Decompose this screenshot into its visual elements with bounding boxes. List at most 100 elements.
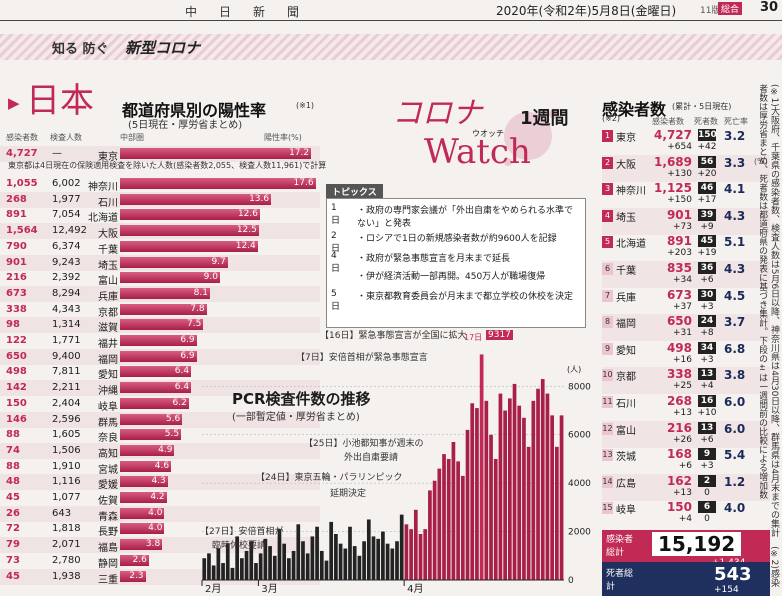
row-cases: 498: [6, 366, 27, 378]
cases-col-deaths: 死者数: [694, 117, 718, 126]
y-tick-label: 8000: [568, 382, 591, 392]
annotation-mar24-b: 延期決定: [330, 489, 367, 499]
pcr-bar: [305, 553, 310, 580]
row-cases-inc: +13: [673, 487, 692, 498]
row-deaths: 34: [698, 341, 716, 354]
row-prefecture: 富山: [98, 276, 118, 288]
total-cases-box: 感染者総計 15,192 +1,434: [602, 530, 770, 568]
row-cases-inc: +25: [673, 381, 692, 392]
positive-rate-row: 26 643 青森 4.0: [0, 505, 320, 523]
row-cases: 338: [6, 303, 27, 315]
pcr-bar: [352, 546, 357, 580]
row-cases: 673: [6, 287, 27, 299]
row-prefecture: 愛知: [616, 345, 636, 357]
row-cases-inc: +4: [678, 514, 692, 525]
pcr-bar: [475, 408, 479, 580]
pcr-bar: [263, 538, 268, 580]
pcr-bar: [522, 417, 526, 580]
rate-bar: [120, 350, 197, 362]
pcr-bar: [489, 434, 493, 580]
pcr-bar: [296, 524, 301, 580]
row-tests: 7,054: [52, 209, 81, 221]
row-cases: 891: [6, 209, 27, 221]
row-death-rate: 4.3: [724, 262, 746, 276]
rate-bar: [120, 523, 165, 535]
pcr-bar: [418, 534, 423, 580]
pcr-bar: [282, 543, 287, 580]
pcr-bar: [362, 541, 366, 580]
row-cases: 338: [666, 367, 692, 382]
rate-value: 4.0: [148, 523, 163, 534]
row-prefecture: 福岡: [98, 354, 118, 366]
rate-bar: [120, 366, 192, 378]
row-tests: 643: [52, 507, 72, 519]
pcr-bar: [465, 429, 470, 580]
pcr-bar: [413, 509, 418, 580]
rate-bar: [120, 507, 165, 519]
page-number: 30: [760, 0, 779, 15]
positive-rate-row: 146 2,596 群馬 5.6: [0, 411, 320, 429]
rate-bar: [120, 272, 220, 284]
rate-value: 6.9: [180, 350, 195, 361]
pcr-bar: [211, 565, 216, 580]
positive-rate-row: 72 1,818 長野 4.0: [0, 521, 320, 538]
rate-bar: [120, 335, 197, 346]
rank-badge: 4: [602, 209, 613, 222]
rank-badge: 13: [602, 449, 613, 462]
pcr-bar: [277, 529, 282, 580]
col-rate-header: 陽性率(%): [264, 133, 302, 142]
row-cases: 74: [6, 444, 20, 456]
row-deaths: 150: [698, 129, 717, 141]
row-cases-inc: +34: [673, 275, 692, 285]
row-cases-inc: +13: [673, 408, 692, 418]
row-death-rate: 5.4: [724, 448, 746, 463]
row-tests: 2,780: [52, 554, 81, 566]
row-cases-inc: +130: [667, 168, 692, 179]
pcr-bar: [357, 555, 362, 580]
row-prefecture: 福岡: [616, 319, 636, 331]
pcr-bar: [536, 388, 540, 580]
month-label: 2月: [205, 583, 221, 595]
row-prefecture: 宮城: [98, 464, 118, 476]
row-prefecture: 兵庫: [616, 292, 636, 304]
rate-value: 3.8: [145, 539, 161, 550]
row-prefecture: 三重: [98, 574, 118, 586]
row-prefecture: 千葉: [616, 266, 636, 277]
row-cases: 650: [6, 350, 27, 362]
row-deaths-inc: +9: [700, 221, 714, 232]
pcr-bar: [225, 543, 230, 580]
cases-row: 7 兵庫 673 +37 30 +3 4.5: [602, 288, 770, 315]
pcr-bar: [240, 558, 244, 580]
row-tests: 2,071: [52, 539, 81, 551]
row-cases: 26: [6, 507, 20, 519]
positive-rate-chart: 4,727 — 東京 17.2 1,055 6,002 神奈川 17.6 268 1,977 石川 1…: [0, 0, 320, 596]
row-deaths: 16: [698, 395, 716, 407]
annotation-feb27-b: 臨時休校要請: [212, 541, 267, 551]
row-death-rate: 3.3: [724, 155, 746, 170]
row-cases: 73: [6, 554, 20, 566]
arrow-icon: ▶: [8, 94, 20, 112]
row-prefecture: 兵庫: [98, 291, 118, 303]
rate-bar: [120, 178, 316, 189]
rank-badge: 2: [602, 156, 613, 169]
positive-rate-title: 都道府県別の陽性率: [122, 101, 267, 120]
row-deaths-inc: +8: [700, 328, 714, 339]
positive-rate-row: 338 4,343 京都 7.8: [0, 302, 320, 319]
row-tests: 2,596: [52, 413, 81, 425]
month-label: 3月: [261, 583, 277, 595]
positive-rate-row: 268 1,977 石川 13.6: [0, 191, 320, 209]
row-prefecture: 埼玉: [98, 260, 118, 272]
row-cases: 1,125: [654, 181, 692, 196]
rate-value: 7.8: [190, 303, 205, 314]
pcr-bar: [442, 454, 446, 580]
row-prefecture: 大阪: [616, 159, 636, 171]
row-tests: 1,116: [52, 476, 81, 488]
positive-rate-row: 901 9,243 埼玉 9.7: [0, 254, 320, 272]
row-deaths: 2: [698, 474, 716, 487]
rate-value: 6.4: [174, 382, 190, 393]
row-deaths-inc: +6: [700, 434, 714, 445]
pcr-bar: [470, 403, 475, 580]
cases-row: 9 愛知 498 +16 34 +3 6.8: [602, 341, 770, 368]
pcr-title: PCR検査件数の推移: [232, 390, 371, 408]
rank-badge: 9: [602, 342, 613, 355]
